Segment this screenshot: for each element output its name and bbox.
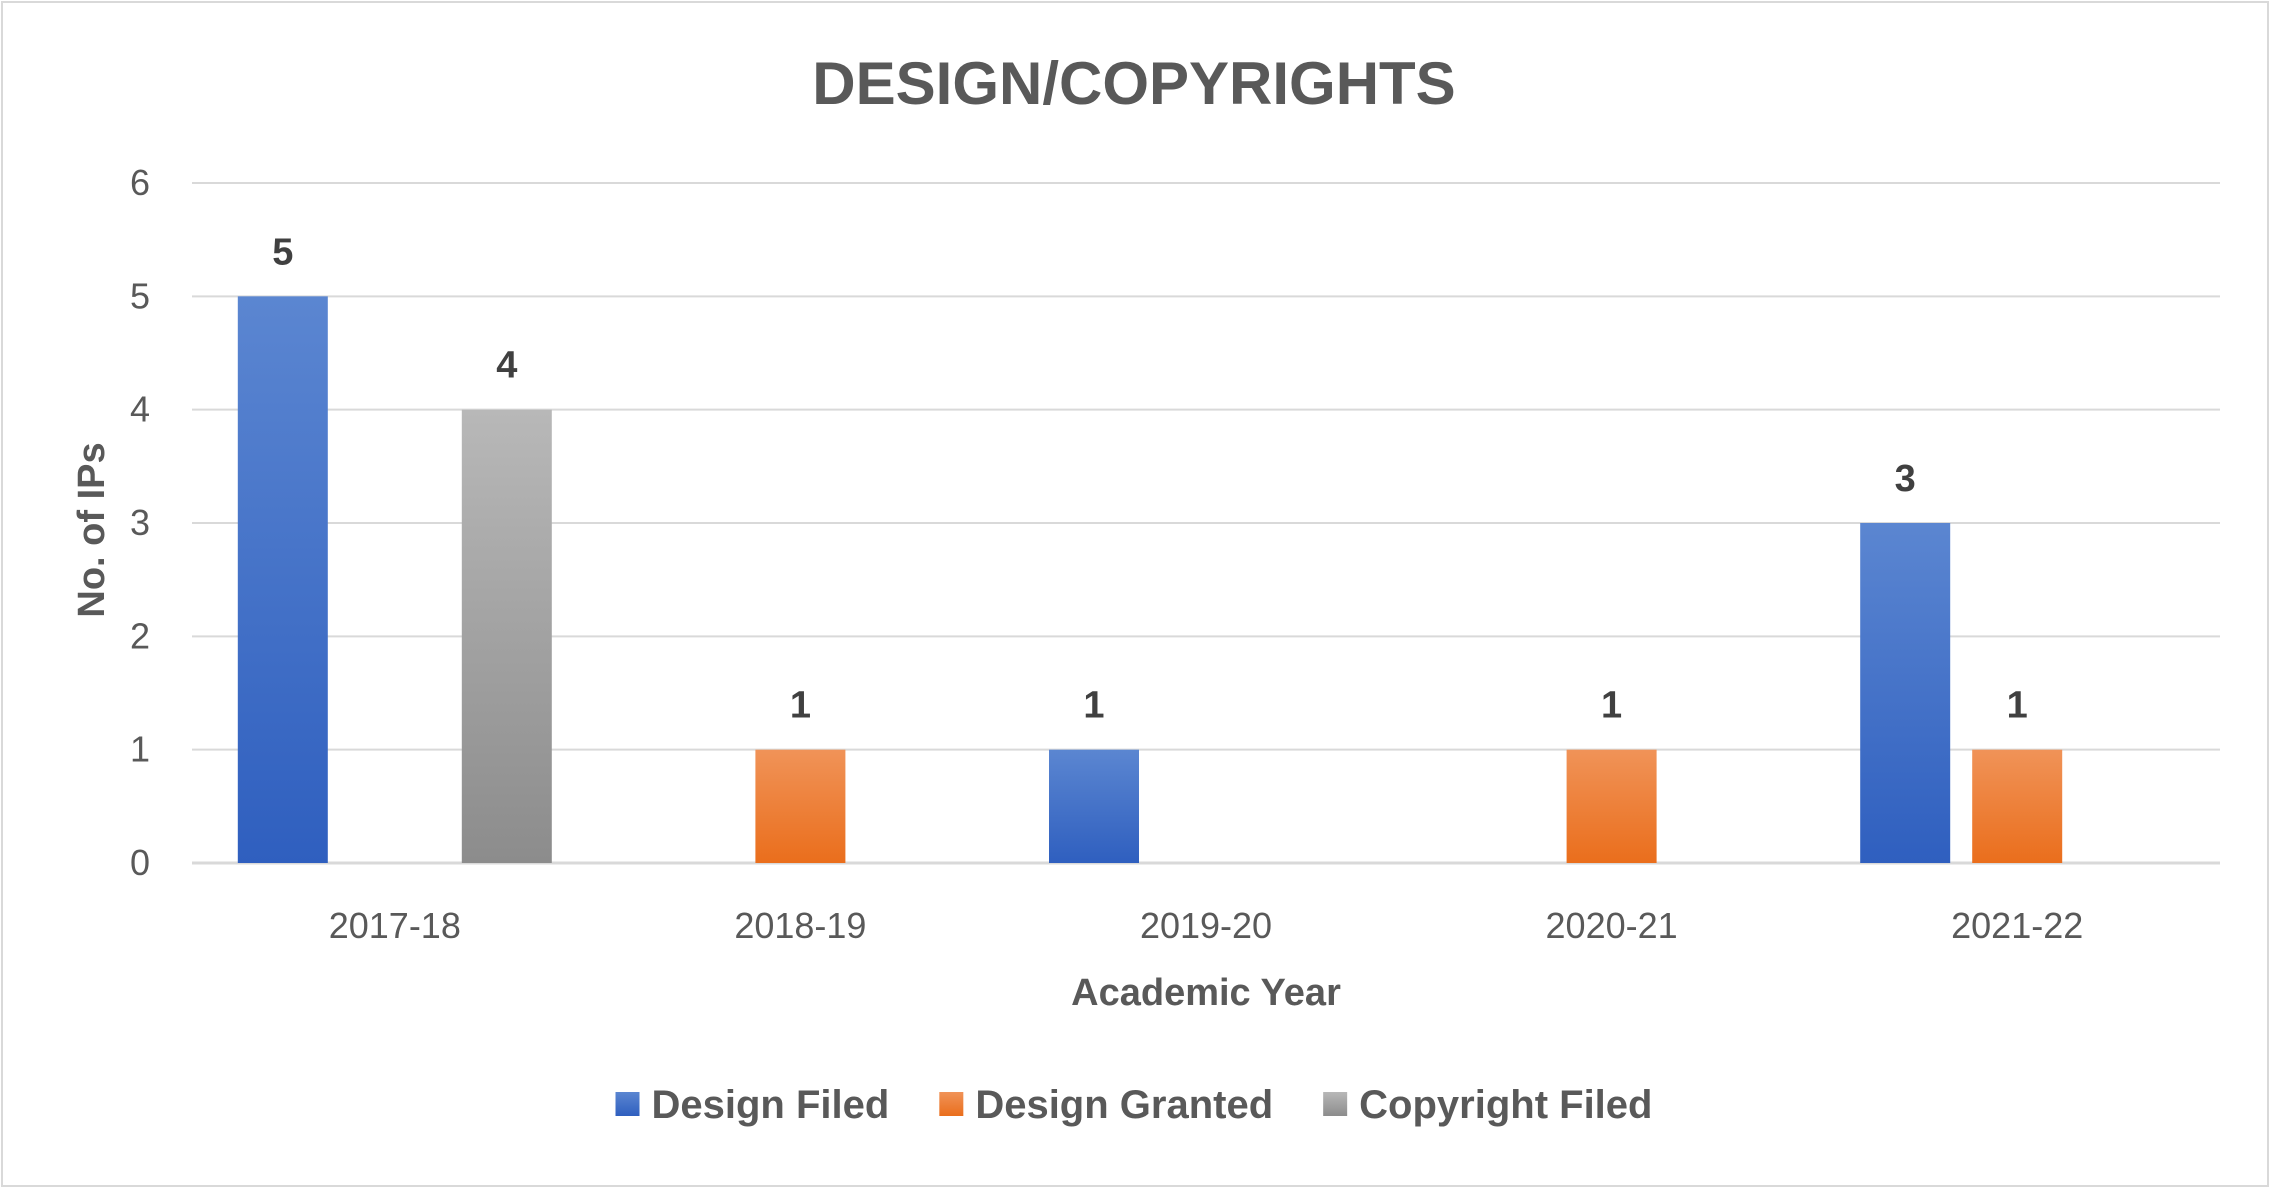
- data-label: 5: [272, 231, 293, 273]
- y-tick-label: 2: [130, 615, 150, 656]
- y-tick-label: 4: [130, 389, 150, 430]
- y-tick-label: 0: [130, 842, 150, 883]
- chart-title: DESIGN/COPYRIGHTS: [812, 50, 1455, 117]
- data-label: 1: [790, 685, 811, 727]
- y-tick-label: 3: [130, 502, 150, 543]
- bar: [461, 409, 552, 863]
- legend-swatch: [1323, 1092, 1348, 1116]
- bar: [1972, 749, 2063, 863]
- bar: [1049, 749, 1139, 863]
- x-tick-label: 2017-18: [329, 905, 461, 946]
- y-tick-label: 6: [130, 162, 150, 203]
- y-tick-label: 5: [130, 275, 150, 316]
- legend-swatch: [615, 1092, 640, 1116]
- data-label: 1: [2007, 685, 2028, 727]
- x-axis-title: Academic Year: [1071, 972, 1341, 1014]
- bar: [1566, 749, 1657, 863]
- legend-item: Design Granted: [939, 1083, 1273, 1127]
- data-label: 3: [1895, 458, 1916, 500]
- bar: [1860, 523, 1951, 863]
- data-label: 1: [1601, 685, 1622, 727]
- x-tick-labels: 2017-18 2018-19 2019-20 2020-21 2021-22: [329, 905, 2084, 946]
- y-axis-title: No. of IPs: [71, 442, 113, 617]
- data-label: 1: [1083, 685, 1104, 727]
- legend-label: Design Granted: [975, 1083, 1273, 1127]
- data-label: 4: [496, 345, 517, 387]
- bar: [237, 296, 328, 863]
- x-tick-label: 2020-21: [1546, 905, 1678, 946]
- y-tick-label: 1: [130, 729, 150, 770]
- data-labels: 5 4 1 1 1 3 1: [272, 231, 2028, 726]
- x-tick-label: 2021-22: [1951, 905, 2083, 946]
- y-tick-labels: 0 1 2 3 4 5 6: [130, 162, 150, 883]
- bar: [755, 749, 846, 863]
- legend: Design Filed Design Granted Copyright File…: [615, 1083, 1652, 1127]
- x-tick-label: 2018-19: [734, 905, 866, 946]
- legend-item: Design Filed: [615, 1083, 890, 1127]
- legend-label: Design Filed: [652, 1083, 890, 1127]
- bars: [237, 296, 2063, 863]
- legend-swatch: [939, 1092, 964, 1116]
- legend-item: Copyright Filed: [1323, 1083, 1652, 1127]
- legend-label: Copyright Filed: [1359, 1083, 1652, 1127]
- x-tick-label: 2019-20: [1140, 905, 1272, 946]
